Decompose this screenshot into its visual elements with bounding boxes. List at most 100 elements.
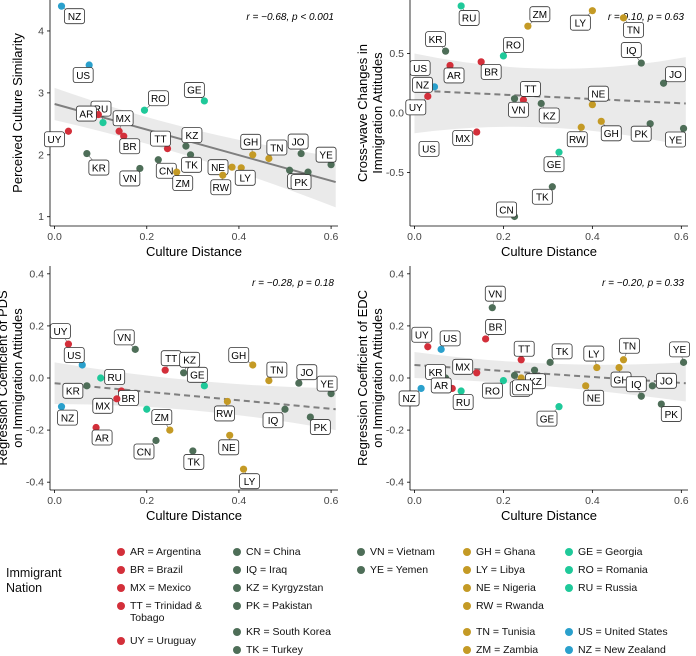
legend-label: US = United States [578, 626, 668, 638]
point-label: TN [270, 365, 283, 376]
data-point [524, 22, 532, 30]
data-point [477, 58, 485, 66]
data-point [286, 166, 294, 174]
data-point [228, 163, 236, 171]
confidence-band [414, 351, 686, 402]
data-point [548, 183, 556, 191]
panel-top-left: 0.0 0.2 0.4 0.6 1 2 3 4 Culture Distance Perceive… [10, 0, 339, 259]
point-label-box [669, 341, 690, 358]
legend-swatch [117, 602, 125, 610]
point-label: AR [447, 71, 461, 82]
point-label: NE [587, 394, 601, 405]
legend-swatch [117, 584, 125, 592]
data-point [417, 384, 425, 393]
legend-label: PK = Pakistan [246, 600, 313, 612]
point-label: TT [154, 134, 166, 145]
legend-item: MX = Mexico [117, 582, 191, 594]
point-label-box [583, 345, 605, 362]
data-point [265, 377, 273, 385]
point-label: TN [270, 143, 283, 154]
point-label: GH [231, 351, 246, 362]
point-label: VN [512, 106, 526, 117]
point-label: NZ [61, 413, 74, 424]
legend-swatch [463, 628, 471, 636]
point-label-box [183, 82, 205, 98]
legend-label: TT = Trinidad & [130, 600, 202, 612]
point-label: GE [540, 414, 555, 425]
point-label: UY [415, 331, 429, 342]
data-point [327, 161, 335, 169]
point-label: AR [434, 381, 448, 392]
point-label-box [513, 340, 535, 357]
data-point [659, 79, 668, 87]
point-label-box [64, 8, 85, 25]
point-label: KR [429, 35, 443, 46]
point-label: TK [536, 193, 549, 204]
data-point [619, 356, 628, 364]
point-label-box [62, 382, 84, 399]
trend-line [54, 382, 336, 411]
data-point [152, 436, 160, 445]
data-point [163, 145, 172, 153]
legend-label: IQ = Iraq [246, 564, 288, 576]
legend-swatch [117, 637, 125, 645]
point-label-box [452, 358, 474, 375]
data-point [457, 2, 465, 10]
legend-item: UY = Uruguay [117, 635, 197, 647]
point-label-box [88, 159, 110, 176]
point-label-box [207, 159, 229, 176]
legend-label: CN = China [246, 546, 301, 558]
data-point [113, 395, 121, 403]
data-point [519, 96, 528, 104]
legend-swatch [565, 548, 573, 556]
point-label-box [600, 125, 622, 142]
data-point [577, 123, 585, 131]
data-point [223, 397, 232, 406]
legend-swatch [565, 584, 573, 592]
point-label: US [422, 145, 436, 156]
legend-title: Immigrant Nation [6, 566, 62, 596]
y-tick-label: -0.4 [386, 477, 404, 489]
point-label-box [287, 133, 309, 150]
point-label: TK [187, 458, 200, 469]
point-label-box [538, 107, 560, 124]
legend-item: TN = Tunisia [463, 626, 535, 638]
legend-label: ZM = Zambia [476, 644, 539, 656]
point-label-box [665, 66, 686, 83]
y-axis-label: on Immigration Attitudes [10, 308, 25, 448]
point-label-box [44, 131, 65, 148]
legend-label: RO = Romania [578, 564, 648, 576]
data-point [304, 168, 312, 176]
point-label: KR [92, 163, 106, 174]
point-label: ZM [533, 10, 547, 21]
data-point [588, 7, 596, 15]
legend-swatch [463, 602, 471, 610]
legend-label: KR = South Korea [246, 626, 331, 638]
point-label-box [430, 377, 452, 394]
data-point [648, 382, 657, 390]
legend-swatch [463, 566, 471, 574]
legend-swatch [357, 548, 365, 556]
data-point [424, 343, 432, 351]
data-point [186, 151, 195, 159]
legend-swatch [463, 646, 471, 654]
legend-label: LY = Libya [476, 564, 525, 576]
point-label: CN [515, 383, 529, 394]
point-label: IQ [631, 380, 642, 391]
point-label: VN [123, 174, 137, 185]
point-label: BR [123, 142, 137, 153]
point-label: IQ [626, 46, 637, 57]
point-label: YE [319, 151, 333, 162]
y-axis-label: Regression Coefficient of PDS [0, 290, 10, 466]
point-label: RW [569, 135, 586, 146]
data-point [83, 382, 91, 390]
point-label-box [91, 429, 113, 446]
data-point [97, 374, 105, 382]
point-label-box [543, 156, 565, 173]
legend-title-line: Immigrant [6, 566, 62, 580]
point-label: UY [409, 103, 423, 114]
legend-item: GE = Georgia [565, 546, 643, 558]
y-tick-label: -0.5 [386, 167, 404, 179]
legend-label: UY = Uruguay [130, 635, 197, 647]
point-label-box [218, 439, 240, 456]
